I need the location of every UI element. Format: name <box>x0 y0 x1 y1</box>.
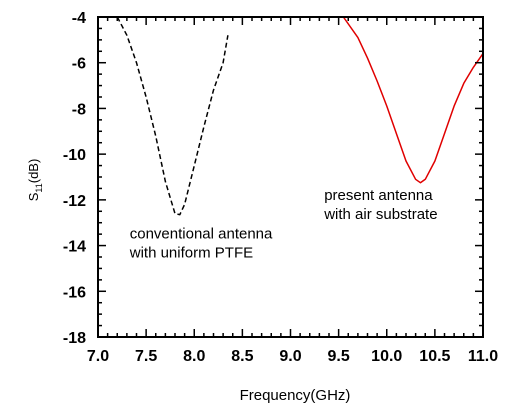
x-tick-label: 8.5 <box>231 348 253 365</box>
svg-text:S11(dB): S11(dB) <box>26 159 44 202</box>
series-layer <box>116 16 484 216</box>
x-axis-title: Frequency(GHz) <box>240 387 351 404</box>
y-tick-label: -10 <box>63 147 86 164</box>
y-tick-label: -18 <box>63 330 86 347</box>
annotation-conventional: conventional antenna <box>130 226 273 243</box>
annotation-present: with air substrate <box>323 206 437 223</box>
plot-frame <box>97 16 484 338</box>
annotation-present: present antenna <box>324 187 433 204</box>
x-tick-label: 9.5 <box>328 348 350 365</box>
annotation-conventional: with uniform PTFE <box>129 245 253 262</box>
y-axis-title: S11(dB) <box>26 159 44 202</box>
y-tick-label: -12 <box>63 193 86 210</box>
x-tick-label: 10.0 <box>371 348 402 365</box>
x-tick-label: 8.0 <box>183 348 205 365</box>
x-tick-label: 7.0 <box>87 348 109 365</box>
y-axis-title-unit: (dB) <box>26 159 41 184</box>
y-tick-label: -6 <box>72 56 86 73</box>
labels-layer: 7.0 7.5 8.0 8.5 9.0 9.5 10.0 10.5 11.0 -4 -6 -8 -10 -… <box>63 10 498 365</box>
x-tick-label: 10.5 <box>419 348 450 365</box>
y-tick-label: -14 <box>63 239 86 256</box>
y-tick-label: -8 <box>72 101 86 118</box>
y-tick-label: -16 <box>63 284 86 301</box>
axes-layer <box>97 16 484 338</box>
x-tick-label: 9.0 <box>279 348 301 365</box>
x-tick-label: 11.0 <box>468 348 498 365</box>
y-tick-label: -4 <box>72 10 86 27</box>
series-line-present <box>342 16 484 184</box>
x-tick-label: 7.5 <box>135 348 157 365</box>
y-axis-title-main: S <box>26 192 41 201</box>
y-axis-title-sub: 11 <box>34 183 44 192</box>
series-line-conventional <box>116 16 229 216</box>
